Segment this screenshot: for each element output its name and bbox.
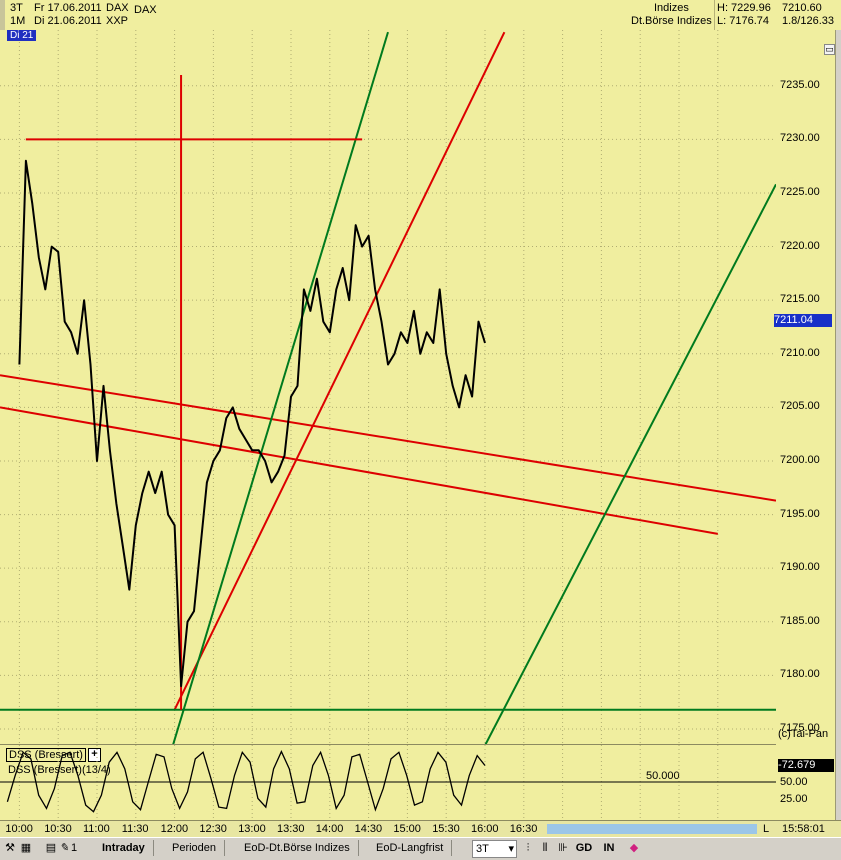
future-time-range bbox=[547, 824, 757, 834]
indicator-panel[interactable]: DSS (Bressert) + DSS (Bressert)(13/4) 50… bbox=[0, 744, 776, 821]
time-axis-label: 12:00 bbox=[160, 823, 189, 835]
vertical-scrollbar[interactable]: ▭ bbox=[824, 30, 841, 820]
add-indicator-icon[interactable]: + bbox=[88, 748, 101, 762]
trend-line-green[interactable] bbox=[154, 31, 389, 805]
tab-eod-dt-borse-indizes[interactable]: EoD-Dt.Börse Indizes bbox=[236, 840, 359, 856]
market-top: Indizes bbox=[654, 2, 689, 14]
indicator-value-marker: -72.679 bbox=[778, 759, 834, 772]
time-axis-label: 11:30 bbox=[121, 823, 149, 835]
tab-intraday[interactable]: Intraday bbox=[94, 840, 154, 856]
time-axis-label: 10:00 bbox=[5, 823, 33, 835]
time-axis-label: 13:30 bbox=[277, 823, 305, 835]
time-axis-label: 11:00 bbox=[83, 823, 110, 835]
price-axis-label: 7180.00 bbox=[780, 668, 820, 681]
tab-number: 1 bbox=[70, 842, 78, 854]
price-axis: 7235.00 7230.00 7225.00 7220.00 7215.00 7210.… bbox=[774, 30, 835, 820]
price-axis-label: 7225.00 bbox=[780, 185, 820, 198]
low-value: L: 7176.74 bbox=[717, 15, 769, 27]
price-axis-label: 7200.00 bbox=[780, 453, 820, 466]
indicator-series-line bbox=[6, 750, 486, 813]
price-axis-label: 7230.00 bbox=[780, 132, 820, 145]
period-select[interactable]: 3T ▾ bbox=[472, 840, 517, 858]
trend-line-green[interactable] bbox=[425, 183, 777, 859]
trend-line-red[interactable] bbox=[0, 406, 718, 535]
period-top: 3T bbox=[10, 2, 23, 14]
period-bottom: 1M bbox=[10, 15, 26, 27]
time-axis-label: 14:30 bbox=[354, 823, 383, 835]
pen-icon[interactable]: ✎ bbox=[59, 842, 69, 854]
price-axis-label: 7195.00 bbox=[780, 507, 820, 520]
chart-header: 3T 1M Fr 17.06.2011 Di 21.06.2011 DAX XX… bbox=[0, 0, 841, 31]
change-value: 1.8/126.33 bbox=[782, 15, 834, 27]
bottom-toolbar: ⚒ ▦ ▤ ✎ 1 Intraday Perioden EoD-Dt.Börse… bbox=[0, 837, 841, 860]
indicator-name-box[interactable]: DSS (Bressert) bbox=[6, 748, 86, 762]
gd-button[interactable]: GD bbox=[575, 842, 593, 854]
chart-type-icon[interactable]: ⊪ bbox=[558, 842, 568, 854]
collapse-icon[interactable]: ▭ bbox=[824, 44, 835, 55]
time-axis-label: 13:00 bbox=[238, 823, 266, 835]
price-series-line bbox=[18, 159, 486, 688]
market-bottom: Dt.Börse Indizes bbox=[631, 15, 712, 27]
indicator-level-label: 50.000 bbox=[646, 770, 680, 782]
page-icon[interactable]: ▤ bbox=[45, 842, 57, 854]
price-chart[interactable]: Di 21 bbox=[0, 30, 777, 859]
last-price: 7210.60 bbox=[782, 2, 822, 14]
hammer-icon[interactable]: ⚒ bbox=[5, 842, 15, 854]
exchange-code: XXP bbox=[106, 15, 129, 27]
price-axis-label: 7210.00 bbox=[780, 346, 820, 359]
bar-chart-icon[interactable]: ⫴ bbox=[542, 842, 548, 854]
time-axis-label: 15:30 bbox=[432, 823, 460, 835]
scale-marker: L bbox=[763, 823, 770, 835]
price-axis-label: 7215.00 bbox=[780, 293, 820, 306]
price-axis-label: 7205.00 bbox=[780, 400, 820, 413]
tab-eod-langfrist[interactable]: EoD-Langfrist bbox=[368, 840, 453, 856]
price-axis-label: 7190.00 bbox=[780, 561, 820, 574]
clock: 15:58:01 bbox=[782, 823, 825, 835]
time-axis-label: 15:00 bbox=[393, 823, 421, 835]
period-select-value: 3T bbox=[476, 843, 489, 855]
trend-line-red[interactable] bbox=[173, 31, 506, 711]
time-axis-label: 10:30 bbox=[44, 823, 72, 835]
color-icon[interactable]: ◆ bbox=[629, 842, 639, 854]
header-edge bbox=[0, 0, 5, 30]
price-axis-label: 7220.00 bbox=[780, 239, 820, 252]
indicator-axis-label-25: 25.00 bbox=[780, 793, 808, 805]
symbol-title: DAX bbox=[134, 4, 157, 16]
time-axis-label: 14:00 bbox=[315, 823, 344, 835]
trend-line-red[interactable] bbox=[0, 374, 777, 502]
price-axis-label: 7175.00 bbox=[780, 721, 820, 734]
chevron-down-icon: ▾ bbox=[508, 843, 514, 855]
in-button[interactable]: IN bbox=[603, 842, 615, 854]
price-axis-label: 7235.00 bbox=[780, 78, 820, 91]
time-axis-label: 16:00 bbox=[471, 823, 499, 835]
symbol-top: DAX bbox=[106, 2, 129, 14]
indicator-chart-svg bbox=[0, 745, 776, 821]
price-axis-label: 7185.00 bbox=[780, 614, 820, 627]
date-top: Fr 17.06.2011 bbox=[34, 2, 102, 14]
copyright-label: (c)Tai-Pan bbox=[778, 728, 829, 740]
candle-icon[interactable]: ⫶ bbox=[526, 842, 530, 854]
grid-icon[interactable]: ▦ bbox=[20, 842, 32, 854]
high-value: H: 7229.96 bbox=[717, 2, 771, 14]
price-chart-svg[interactable] bbox=[0, 30, 777, 859]
indicator-axis-label-50: 50.00 bbox=[780, 776, 808, 788]
time-axis: 10:00 10:30 11:00 11:30 12:00 12:30 13:00 13:30… bbox=[0, 820, 841, 838]
time-axis-label: 12:30 bbox=[199, 823, 227, 835]
current-price-marker: 7211.04 bbox=[774, 314, 832, 327]
time-axis-label: 16:30 bbox=[509, 823, 538, 835]
tab-perioden[interactable]: Perioden bbox=[164, 840, 226, 856]
day-tag: Di 21 bbox=[7, 30, 37, 41]
date-bottom: Di 21.06.2011 bbox=[34, 15, 102, 27]
header-divider bbox=[714, 0, 715, 30]
